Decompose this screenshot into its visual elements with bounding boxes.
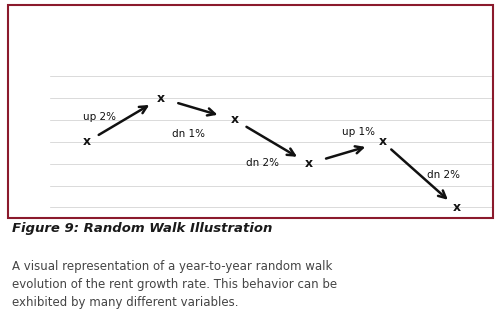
- Text: dn 2%: dn 2%: [246, 157, 279, 168]
- Text: x: x: [305, 157, 313, 170]
- Text: Year 5: Year 5: [437, 46, 475, 56]
- Text: Figure 9: Random Walk Illustration: Figure 9: Random Walk Illustration: [13, 222, 273, 234]
- Text: 4%: 4%: [25, 115, 43, 125]
- Text: Year 2: Year 2: [216, 46, 254, 56]
- Text: x: x: [452, 201, 460, 214]
- Text: up 2%: up 2%: [83, 111, 116, 122]
- Text: dn 2%: dn 2%: [427, 170, 460, 180]
- Text: 0%: 0%: [25, 202, 43, 213]
- Text: Year 1: Year 1: [142, 46, 180, 56]
- Text: up 1%: up 1%: [342, 127, 375, 137]
- Text: Year 3: Year 3: [290, 46, 328, 56]
- Text: A visual representation of a year-to-year random walk
evolution of the rent grow: A visual representation of a year-to-yea…: [13, 260, 338, 309]
- Text: Year 4: Year 4: [364, 46, 402, 56]
- Text: x: x: [83, 135, 91, 148]
- Text: x: x: [231, 113, 239, 126]
- Text: 5%: 5%: [25, 93, 43, 103]
- Text: 2%: 2%: [25, 159, 43, 169]
- Text: x: x: [379, 135, 387, 148]
- Text: dn 1%: dn 1%: [172, 129, 205, 139]
- Text: 6%: 6%: [25, 71, 43, 81]
- Text: Random Walk Illustration for Rent Growth Rate Starting at 3%: Random Walk Illustration for Rent Growth…: [50, 16, 451, 26]
- Text: 1%: 1%: [25, 181, 43, 191]
- Text: Year 0: Year 0: [68, 46, 106, 56]
- Text: 3%: 3%: [25, 137, 43, 147]
- Text: x: x: [157, 92, 165, 105]
